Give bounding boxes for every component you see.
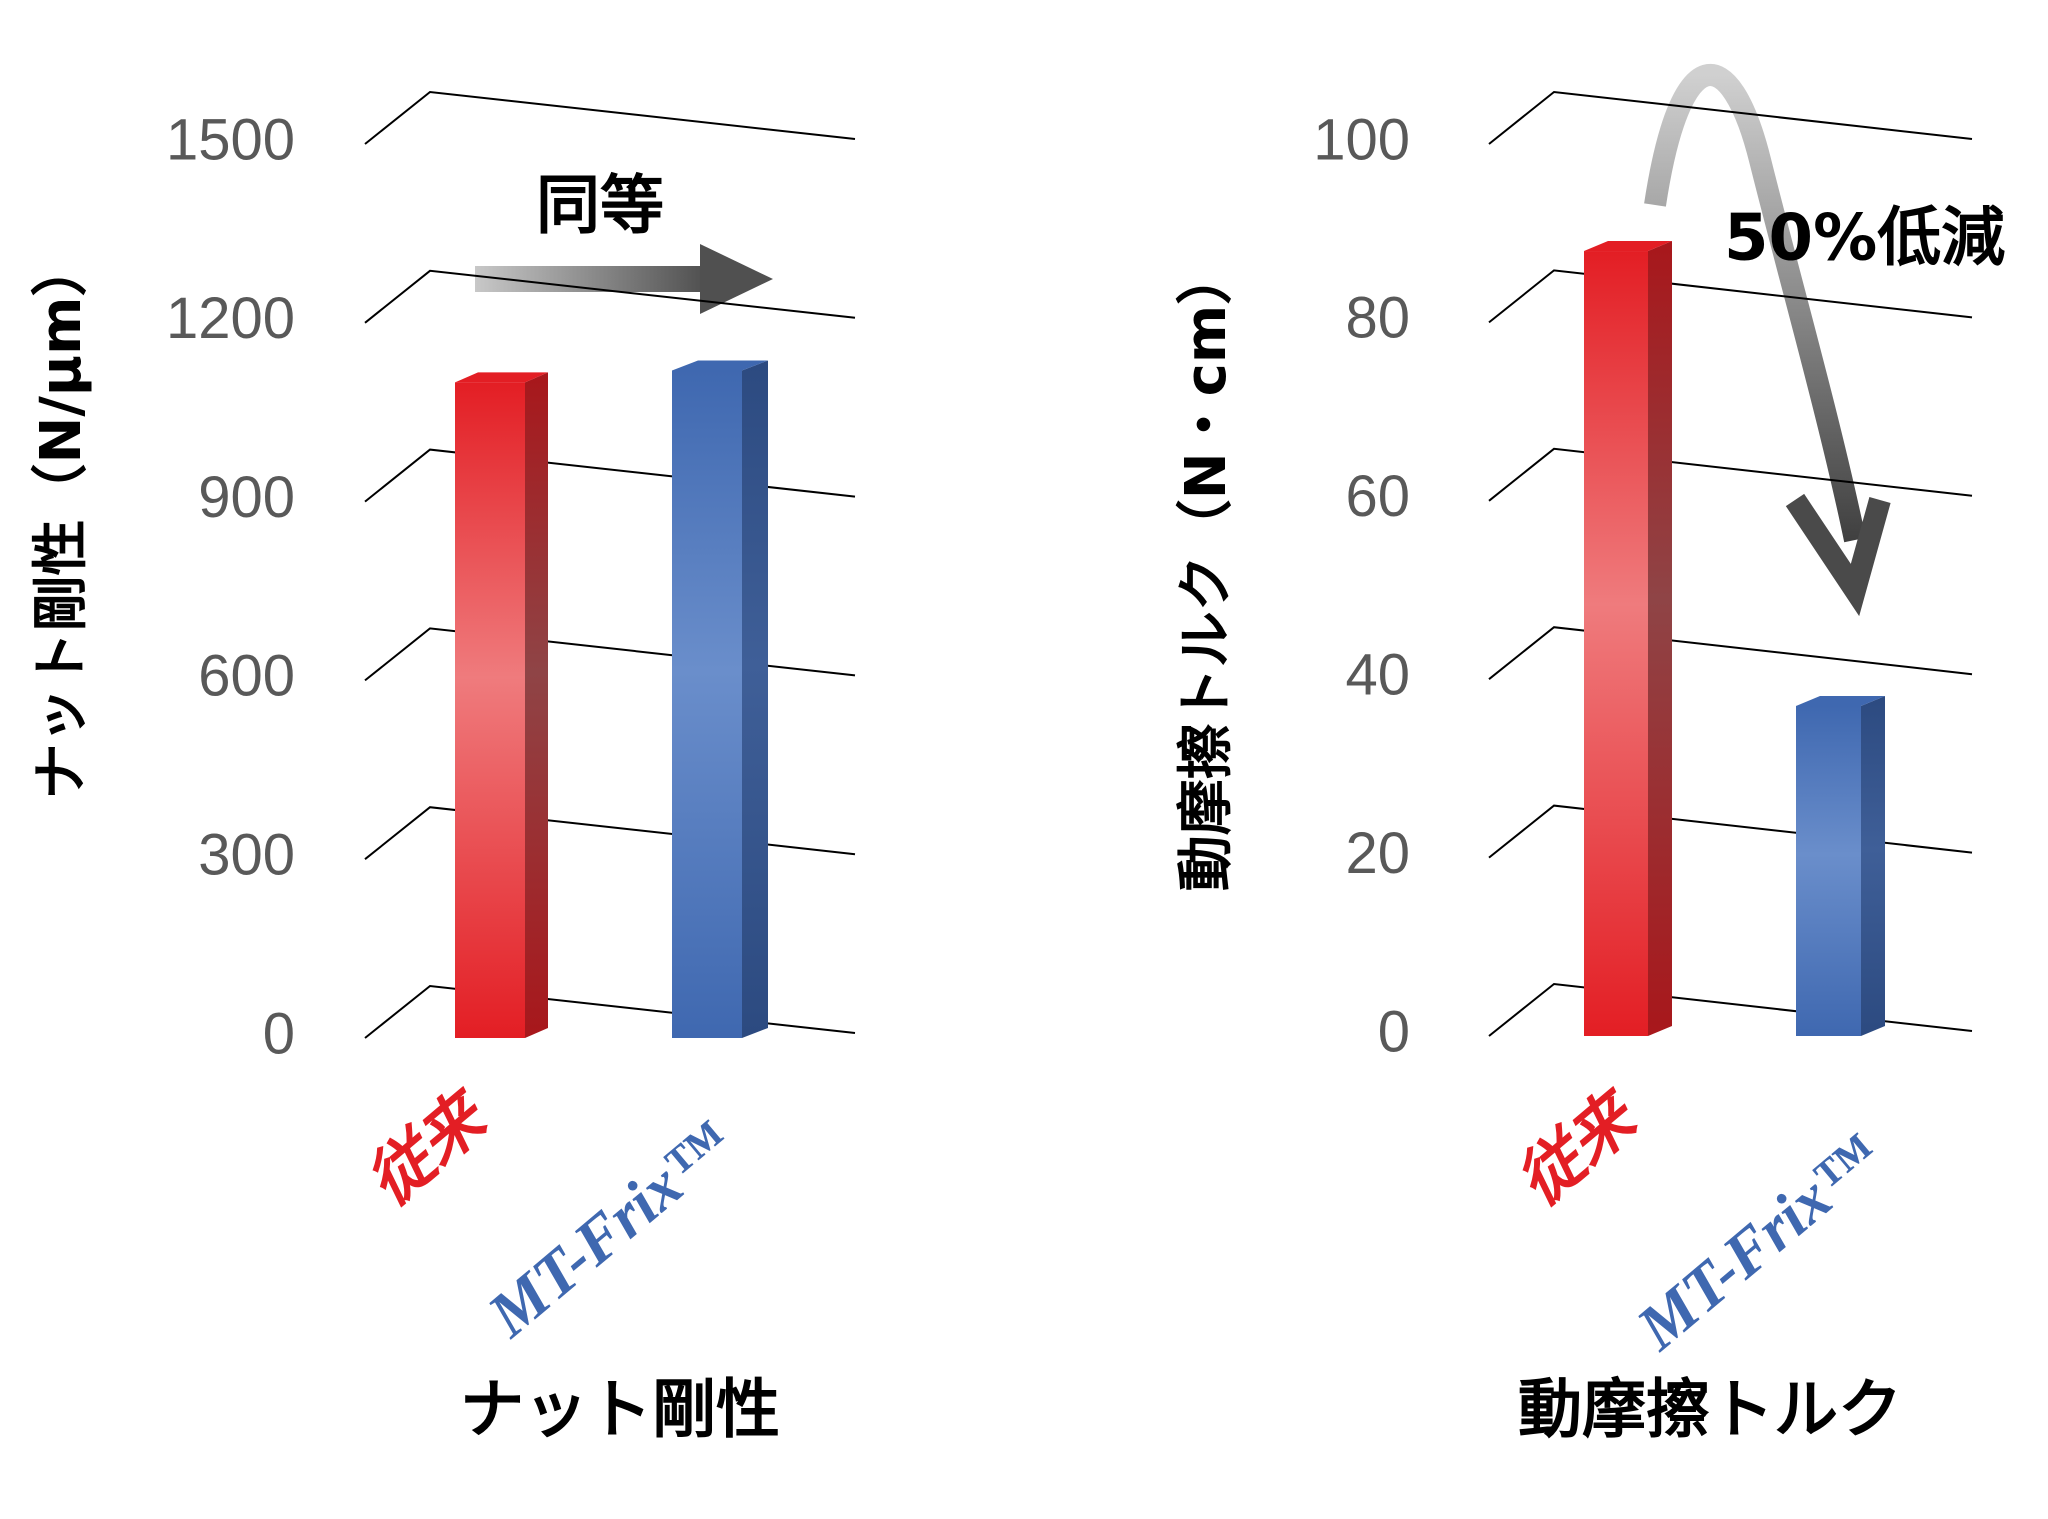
y-tick-label: 300: [198, 823, 295, 888]
grid-line: [364, 448, 856, 503]
x-category-label: 従来: [354, 1078, 503, 1219]
bar: [1584, 251, 1648, 1037]
bar-side: [1648, 241, 1672, 1037]
y-axis-title: ナット剛性（N/μm）: [29, 241, 94, 800]
grid-line: [1488, 982, 1973, 1037]
y-tick-label: 100: [1313, 107, 1410, 172]
bar: [455, 382, 525, 1038]
annotation: 50%低減: [1724, 202, 2005, 276]
grid-line: [364, 806, 856, 860]
bar-top: [1796, 695, 1885, 706]
bar-side: [1861, 695, 1885, 1036]
y-tick-label: 0: [1378, 999, 1410, 1064]
grid-line: [364, 627, 856, 682]
bar: [672, 370, 742, 1039]
y-tick-label: 0: [263, 1001, 295, 1066]
annotation: 同等: [536, 170, 664, 244]
bar: [1796, 705, 1861, 1036]
grid-line: [364, 90, 856, 145]
grid-line: [364, 984, 856, 1039]
y-axis-title: 動摩擦トルク（N・cm）: [1174, 249, 1239, 891]
decrease-arrow: [1644, 64, 1891, 617]
chart-title: 動摩擦トルク: [1518, 1374, 1902, 1448]
x-category-label: MT-Frix™: [1623, 1120, 1894, 1363]
grid-line: [1488, 269, 1973, 324]
grid-line: [1488, 90, 1973, 145]
grid-line: [364, 269, 856, 324]
y-tick-label: 600: [198, 644, 295, 709]
bar-side: [525, 372, 548, 1038]
bar-top: [672, 360, 768, 371]
y-tick-label: 40: [1345, 643, 1410, 708]
y-tick-label: 1500: [166, 107, 295, 172]
grid-line: [1488, 626, 1973, 680]
y-tick-label: 900: [198, 465, 295, 530]
x-category-label: 従来: [1504, 1078, 1653, 1219]
x-category-label: MT-Frix™: [474, 1107, 745, 1350]
bar-side: [742, 360, 768, 1039]
y-tick-label: 20: [1345, 821, 1410, 886]
grid-line: [1488, 804, 1973, 859]
bar-top: [455, 372, 548, 383]
y-tick-label: 60: [1345, 464, 1410, 529]
bar-top: [1584, 241, 1672, 252]
chart-title: ナット剛性: [460, 1374, 780, 1448]
y-tick-label: 80: [1345, 286, 1410, 351]
grid-line: [1488, 447, 1973, 502]
y-tick-label: 1200: [166, 286, 295, 351]
